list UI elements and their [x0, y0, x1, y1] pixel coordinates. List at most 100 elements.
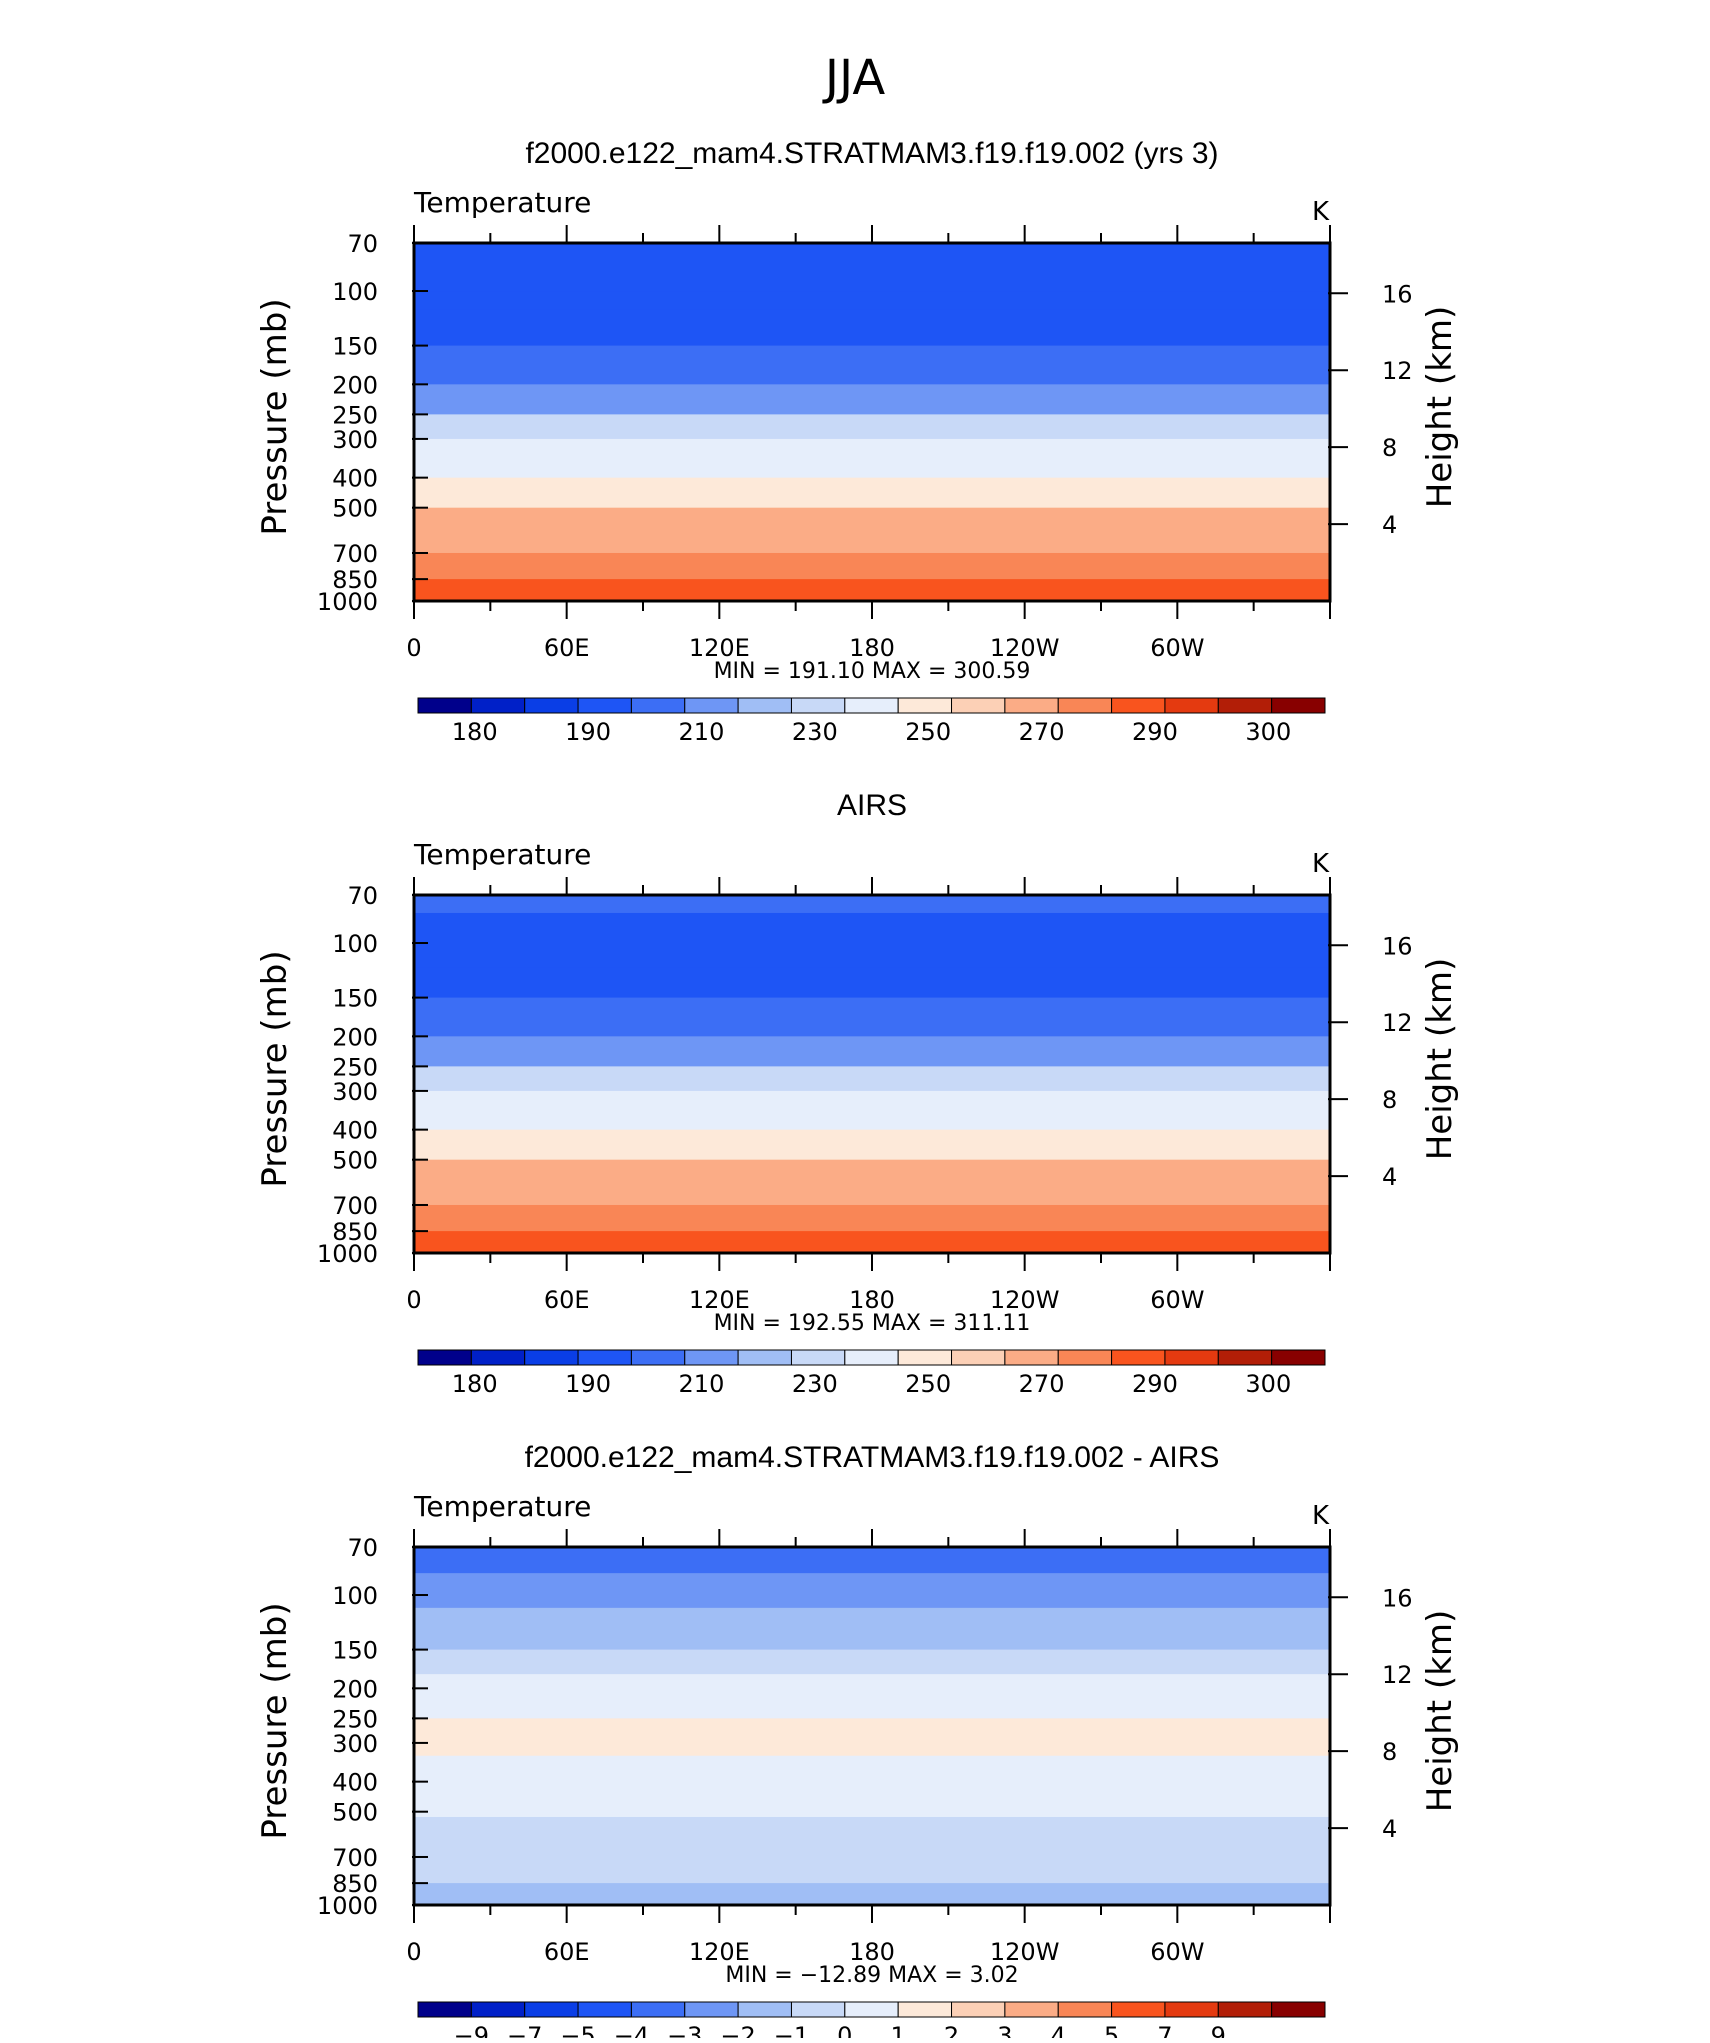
y-tick-label: 100: [332, 278, 378, 306]
y-tick-label: 70: [347, 230, 378, 258]
y-axis-title: Pressure (mb): [255, 950, 295, 1187]
y-tick-label: 850: [332, 1870, 378, 1898]
contour-band: [414, 1649, 1330, 1675]
colorbar-swatch: [897, 2001, 953, 2018]
colorbar-swatch: [790, 2001, 846, 2018]
contour-band: [414, 967, 1330, 999]
contour-band: [414, 1674, 1330, 1719]
y2-axis: 16 12 8 4: [1328, 1584, 1413, 1843]
x-tick-label: 60E: [544, 1938, 590, 1966]
colorbar-swatch: [1057, 697, 1113, 714]
colorbar-label: 290: [1132, 1370, 1178, 1398]
colorbar-label: 2: [944, 2022, 959, 2038]
contour-band: [414, 1159, 1330, 1206]
colorbar-swatch: [1164, 2001, 1219, 2018]
y-tick-label: 700: [332, 540, 378, 568]
y-tick-label: 400: [332, 1117, 378, 1145]
panel-3: f2000.e122_mam4.STRATMAM3.f19.f19.002 - …: [255, 1441, 1460, 2043]
y2-tick-label: 4: [1382, 1815, 1397, 1843]
x-tick-label: 180: [849, 1286, 895, 1314]
colorbar-swatch: [790, 1349, 846, 1366]
contour-band: [414, 912, 1330, 969]
y-tick-label: 200: [332, 1675, 378, 1703]
colorbar-swatch: [951, 2001, 1006, 2018]
colorbar-label: −5: [560, 2022, 595, 2038]
y-tick-label: 400: [332, 1769, 378, 1797]
x-tick-label: 60W: [1150, 634, 1204, 662]
y-tick-label: 1000: [317, 588, 378, 616]
x-axis: 0 60E 120E 180 120W 60W: [406, 877, 1331, 1314]
y-tick-label: 250: [332, 1705, 378, 1733]
contour-band: [414, 1204, 1330, 1232]
colorbar-label: 270: [1019, 1370, 1065, 1398]
contour-band: [414, 997, 1330, 1037]
colorbar-swatch: [1164, 697, 1219, 714]
unit-label: K: [1312, 197, 1330, 227]
contour-band: [414, 1788, 1330, 1818]
panel-title: f2000.e122_mam4.STRATMAM3.f19.f19.002 - …: [525, 1441, 1220, 1474]
colorbar-swatch: [1217, 1349, 1273, 1366]
x-tick-label: 120W: [990, 634, 1060, 662]
field-label: Temperature: [413, 186, 591, 219]
colorbar-label: 7: [1157, 2022, 1172, 2038]
colorbar-label: 1: [891, 2022, 906, 2038]
y2-axis-title: Height (km): [1420, 958, 1460, 1161]
colorbar-label: 230: [792, 1370, 838, 1398]
contour-bands: [414, 895, 1330, 1254]
colorbar-swatch: [684, 1349, 739, 1366]
colorbar-swatch: [1111, 2001, 1166, 2018]
contour-band: [414, 438, 1330, 479]
colorbar-label: 0: [837, 2022, 852, 2038]
y2-tick-label: 16: [1382, 932, 1413, 960]
x-tick-label: 180: [849, 1938, 895, 1966]
colorbar-label: −2: [720, 2022, 755, 2038]
y-tick-label: 850: [332, 1218, 378, 1246]
y-tick-label: 300: [332, 1730, 378, 1758]
colorbar-label: 4: [1051, 2022, 1066, 2038]
colorbar-label: 190: [565, 718, 611, 746]
colorbar-label: −3: [667, 2022, 702, 2038]
colorbar-swatch: [684, 697, 739, 714]
contour-band: [414, 309, 1330, 347]
panel-title: AIRS: [837, 789, 907, 822]
colorbar-swatch: [417, 697, 472, 714]
colorbar: 180 190 210 230 250 270 290 300: [417, 697, 1326, 746]
y2-tick-label: 12: [1382, 357, 1413, 385]
x-tick-label: 60W: [1150, 1286, 1204, 1314]
contour-band: [414, 291, 1330, 311]
y-axis-title: Pressure (mb): [255, 298, 295, 535]
y-axis-title: Pressure (mb): [255, 1602, 295, 1839]
y2-tick-label: 16: [1382, 1584, 1413, 1612]
colorbar-swatch: [1271, 2001, 1326, 2018]
colorbar-swatch: [1057, 2001, 1113, 2018]
contour-band: [414, 414, 1330, 440]
colorbar-swatch: [470, 2001, 526, 2018]
y2-tick-label: 8: [1382, 1086, 1397, 1114]
colorbar-swatch: [737, 2001, 792, 2018]
colorbar-swatch: [577, 1349, 632, 1366]
y-tick-label: 200: [332, 371, 378, 399]
contour-band: [414, 1755, 1330, 1789]
colorbar-label: 270: [1019, 718, 1065, 746]
colorbar-swatch: [1217, 697, 1273, 714]
colorbar-swatch: [1004, 2001, 1059, 2018]
colorbar-label: 250: [905, 1370, 951, 1398]
y2-tick-label: 4: [1382, 511, 1397, 539]
panel-1: f2000.e122_mam4.STRATMAM3.f19.f19.002 (y…: [255, 137, 1460, 746]
contour-band: [414, 1856, 1330, 1884]
contour-band: [414, 579, 1330, 602]
y2-axis: 16 12 8 4: [1328, 932, 1413, 1191]
page-title: JJA: [822, 50, 885, 106]
colorbar-swatch: [1057, 1349, 1113, 1366]
colorbar-swatch: [897, 1349, 953, 1366]
y-tick-label: 1000: [317, 1240, 378, 1268]
colorbar-swatch: [951, 697, 1006, 714]
y2-tick-label: 16: [1382, 280, 1413, 308]
contour-band: [414, 552, 1330, 580]
colorbar-label: 180: [452, 718, 498, 746]
